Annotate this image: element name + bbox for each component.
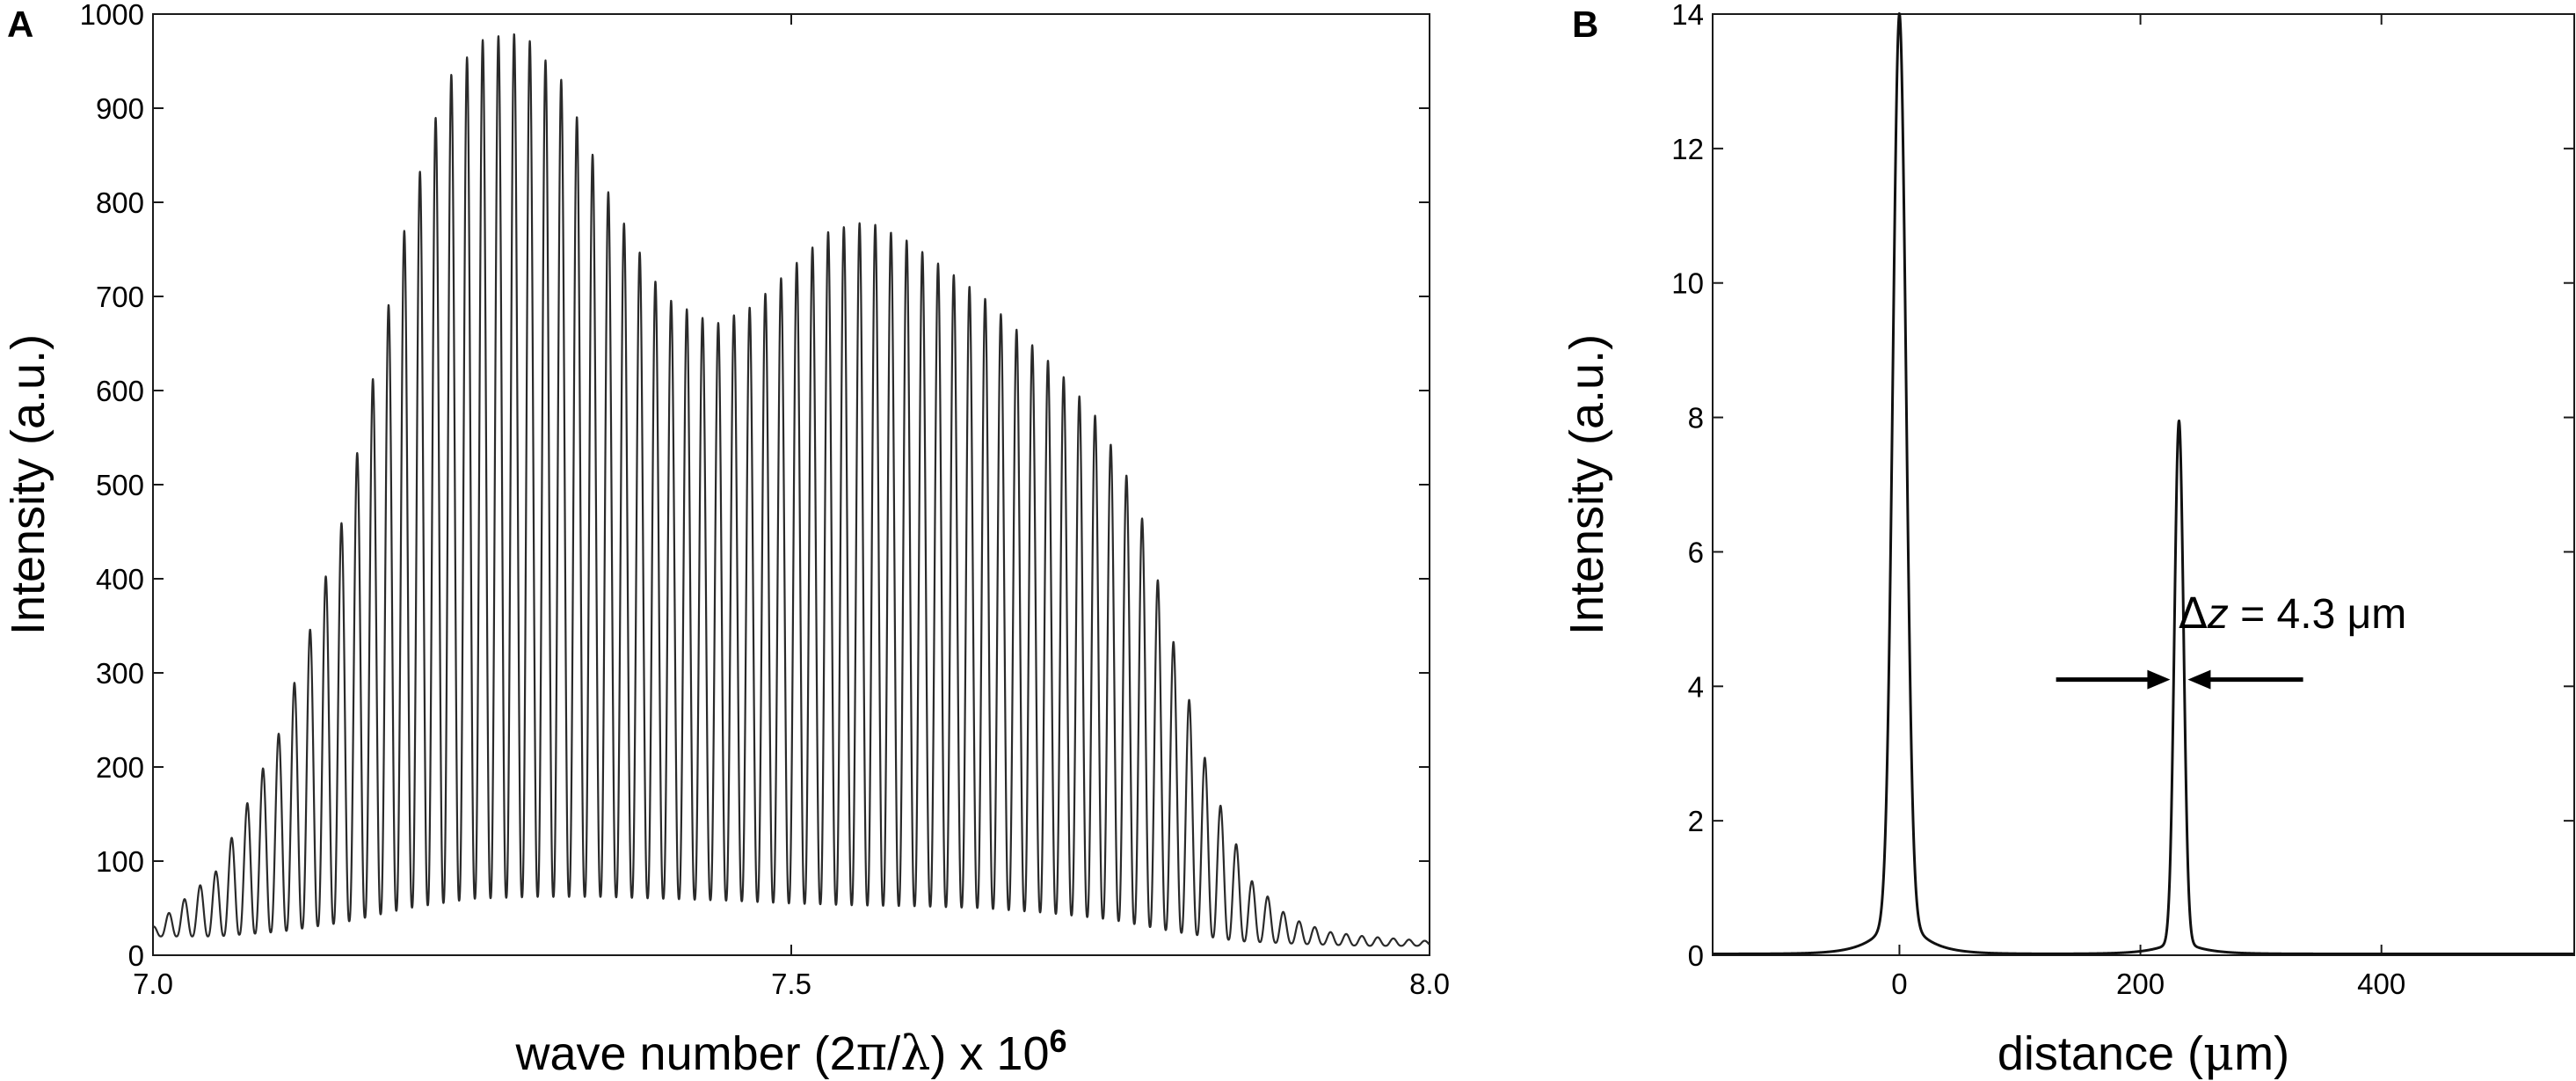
y-tick-label: 8 <box>1688 402 1704 435</box>
panel-a-label: A <box>7 4 33 45</box>
y-tick-label: 600 <box>96 375 144 407</box>
panel-b-x-axis: 0 200 400 <box>1891 14 2405 1000</box>
x-tick-label: 7.0 <box>133 968 173 1000</box>
y-tick-label: 10 <box>1671 267 1704 300</box>
y-tick-label: 700 <box>96 281 144 313</box>
y-tick-label: 2 <box>1688 805 1704 837</box>
panel-b-line-chart: B 0 2 4 6 8 10 12 14 0 200 400 Intensity (a.u.) d… <box>1561 0 2576 1081</box>
panel-b-depth-profile-line <box>1711 11 2576 955</box>
y-tick-label: 500 <box>96 469 144 501</box>
x-tick-label: 7.5 <box>771 968 811 1000</box>
left-arrow-head <box>2147 669 2171 690</box>
y-tick-label: 6 <box>1688 536 1704 568</box>
y-tick-label: 800 <box>96 186 144 219</box>
y-tick-label: 0 <box>128 939 144 972</box>
x-tick-label: 0 <box>1891 968 1907 1000</box>
panel-a-interference-spectrum-line <box>152 33 1430 947</box>
x-tick-label: 8.0 <box>1409 968 1450 1000</box>
panel-a-y-axis-title: Intensity (a.u.) <box>2 334 55 635</box>
delta-z-annotation: Δz = 4.3 μm <box>2056 589 2406 690</box>
y-tick-label: 0 <box>1688 939 1704 972</box>
right-arrow-head <box>2187 669 2211 690</box>
panel-b-y-axis: 0 2 4 6 8 10 12 14 <box>1671 0 2574 972</box>
y-tick-label: 1000 <box>80 0 144 31</box>
panel-b-x-axis-title: distance (μm) <box>1997 1026 2289 1081</box>
panel-a-y-axis: 0 100 200 300 400 500 600 700 800 900 1000 <box>80 0 1430 972</box>
y-tick-label: 12 <box>1671 133 1704 165</box>
y-tick-label: 100 <box>96 845 144 878</box>
panel-b-y-axis-title: Intensity (a.u.) <box>1561 334 1613 635</box>
y-tick-label: 900 <box>96 92 144 125</box>
y-tick-label: 200 <box>96 751 144 784</box>
y-tick-label: 4 <box>1688 670 1704 703</box>
panel-b-label: B <box>1572 4 1598 45</box>
x-tick-label: 200 <box>2116 968 2165 1000</box>
y-tick-label: 14 <box>1671 0 1704 31</box>
panel-a-x-axis: 7.0 7.5 8.0 <box>133 14 1450 1000</box>
y-tick-label: 400 <box>96 563 144 595</box>
panel-b-plot-frame <box>1712 13 2575 956</box>
y-tick-label: 300 <box>96 657 144 690</box>
delta-z-label: Δz = 4.3 μm <box>2179 589 2406 639</box>
panel-a-x-axis-title: wave number (2π/λ) x 106 <box>514 1023 1066 1081</box>
x-tick-label: 400 <box>2357 968 2405 1000</box>
